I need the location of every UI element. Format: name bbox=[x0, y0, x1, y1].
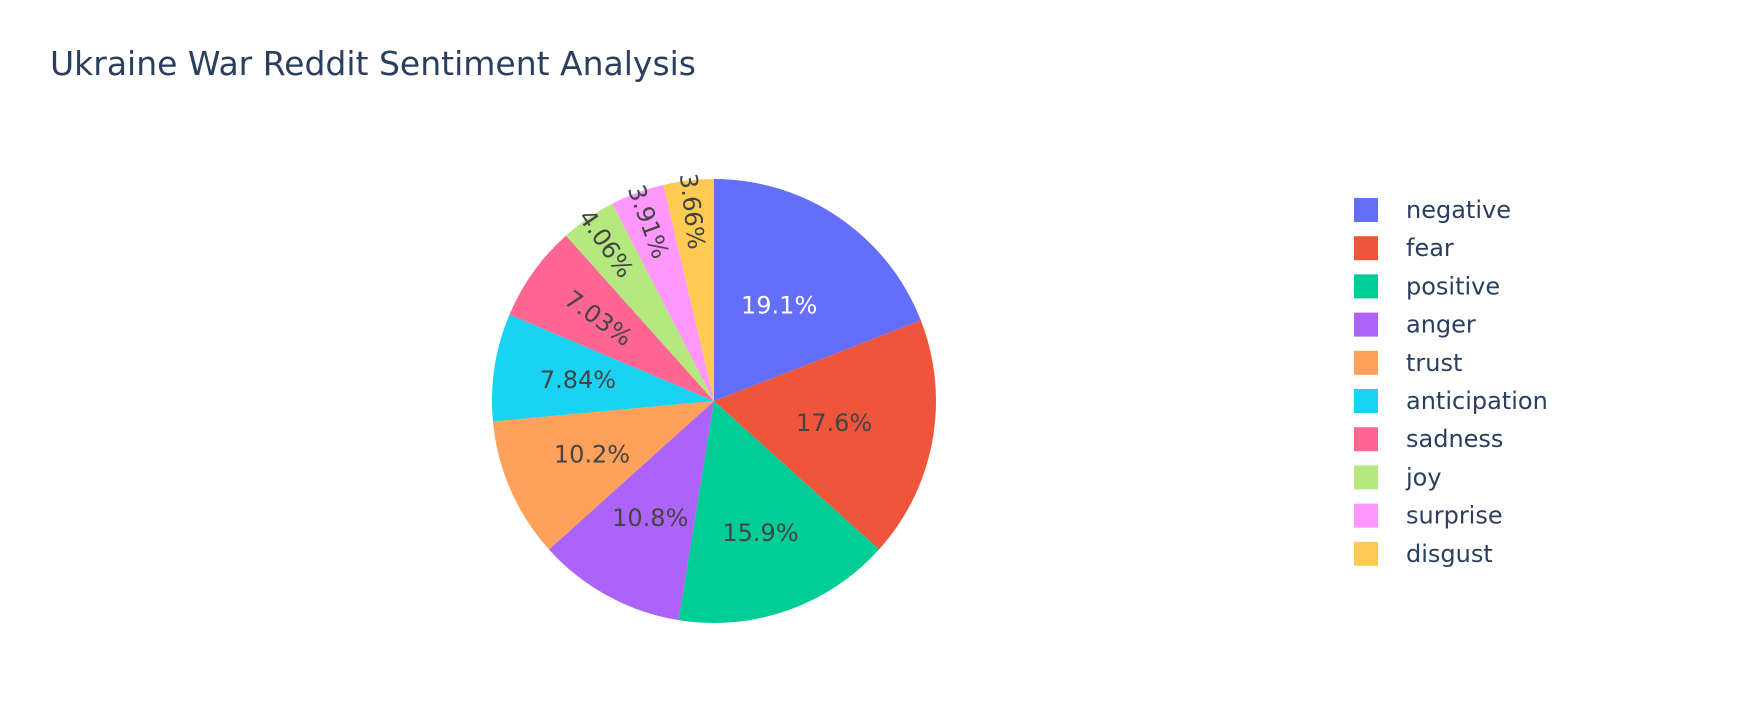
legend-swatch-disgust bbox=[1354, 541, 1378, 566]
legend-label-joy: joy bbox=[1405, 463, 1442, 491]
legend-label-anger: anger bbox=[1406, 311, 1476, 339]
legend-label-sadness: sadness bbox=[1406, 425, 1503, 453]
legend-item-anticipation[interactable]: anticipation bbox=[1354, 387, 1548, 415]
legend-item-sadness[interactable]: sadness bbox=[1354, 425, 1503, 453]
legend-swatch-negative bbox=[1354, 198, 1378, 222]
pie-slice-joy[interactable] bbox=[565, 203, 714, 401]
pie-slice-trust[interactable] bbox=[492, 401, 714, 550]
legend-label-disgust: disgust bbox=[1406, 540, 1493, 568]
legend-item-trust[interactable]: trust bbox=[1354, 349, 1462, 377]
pie-slices bbox=[491, 179, 936, 623]
legend-label-surprise: surprise bbox=[1406, 502, 1503, 530]
slice-label-trust: 10.2% bbox=[554, 440, 630, 468]
legend-item-negative[interactable]: negative bbox=[1354, 196, 1511, 224]
pie-slice-sadness[interactable] bbox=[509, 235, 714, 401]
legend-swatch-sadness bbox=[1354, 427, 1378, 452]
legend-label-anticipation: anticipation bbox=[1406, 387, 1548, 415]
pie-slice-negative[interactable] bbox=[714, 179, 921, 401]
legend-item-joy[interactable]: joy bbox=[1354, 463, 1442, 491]
legend-swatch-fear bbox=[1354, 236, 1378, 261]
legend-item-surprise[interactable]: surprise bbox=[1354, 502, 1503, 530]
legend-swatch-surprise bbox=[1354, 503, 1378, 528]
slice-label-fear: 17.6% bbox=[796, 409, 872, 437]
legend-label-trust: trust bbox=[1406, 349, 1462, 377]
legend-swatch-trust bbox=[1354, 350, 1378, 375]
pie-slice-positive[interactable] bbox=[678, 401, 880, 623]
legend-swatch-anticipation bbox=[1354, 389, 1378, 413]
legend-item-positive[interactable]: positive bbox=[1354, 272, 1500, 300]
legend-label-positive: positive bbox=[1406, 272, 1500, 300]
legend-swatch-anger bbox=[1354, 312, 1378, 337]
legend-label-fear: fear bbox=[1406, 234, 1454, 262]
pie-slice-anger[interactable] bbox=[548, 401, 714, 621]
pie-slice-surprise[interactable] bbox=[612, 184, 714, 401]
pie-slice-fear[interactable] bbox=[714, 320, 936, 550]
legend-label-negative: negative bbox=[1406, 196, 1511, 224]
pie-slice-disgust[interactable] bbox=[663, 179, 714, 401]
legend-item-fear[interactable]: fear bbox=[1354, 234, 1454, 262]
slice-label-positive: 15.9% bbox=[722, 519, 798, 547]
slice-label-anticipation: 7.84% bbox=[540, 366, 616, 394]
slice-label-anger: 10.8% bbox=[612, 504, 688, 532]
legend[interactable]: negative fear positive anger trust anticipati… bbox=[1354, 196, 1548, 568]
pie-slice-anticipation[interactable] bbox=[491, 314, 714, 422]
chart-title: Ukraine War Reddit Sentiment Analysis bbox=[50, 44, 696, 83]
legend-item-disgust[interactable]: disgust bbox=[1354, 540, 1493, 568]
legend-swatch-joy bbox=[1354, 465, 1378, 490]
slice-label-negative: 19.1% bbox=[741, 292, 817, 320]
legend-swatch-positive bbox=[1354, 274, 1378, 299]
legend-item-anger[interactable]: anger bbox=[1354, 311, 1476, 339]
